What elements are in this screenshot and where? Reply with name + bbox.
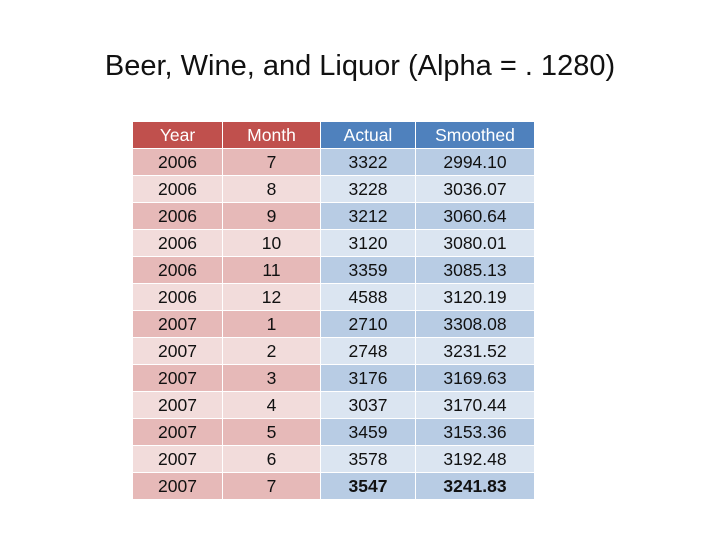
- cell-month: 3: [222, 364, 321, 392]
- cell-year: 2007: [132, 310, 223, 338]
- cell-month: 10: [222, 229, 321, 257]
- cell-month: 1: [222, 310, 321, 338]
- header-month: Month: [222, 121, 321, 149]
- cell-smoothed: 3170.44: [415, 391, 535, 419]
- table-row: 2007 5 3459 3153.36: [132, 418, 535, 446]
- cell-year: 2007: [132, 391, 223, 419]
- cell-smoothed: 2994.10: [415, 148, 535, 176]
- cell-smoothed: 3080.01: [415, 229, 535, 257]
- table-row: 2007 1 2710 3308.08: [132, 310, 535, 338]
- cell-smoothed: 3085.13: [415, 256, 535, 284]
- cell-actual: 3176: [320, 364, 416, 392]
- cell-actual: 2748: [320, 337, 416, 365]
- cell-month: 6: [222, 445, 321, 473]
- cell-year: 2006: [132, 202, 223, 230]
- cell-smoothed: 3153.36: [415, 418, 535, 446]
- cell-actual: 3212: [320, 202, 416, 230]
- table-row: 2006 8 3228 3036.07: [132, 175, 535, 203]
- cell-actual: 3120: [320, 229, 416, 257]
- cell-year: 2006: [132, 229, 223, 257]
- table-row: 2006 10 3120 3080.01: [132, 229, 535, 257]
- table-row: 2007 2 2748 3231.52: [132, 337, 535, 365]
- cell-year: 2007: [132, 364, 223, 392]
- cell-year: 2006: [132, 256, 223, 284]
- cell-year: 2006: [132, 283, 223, 311]
- cell-actual: 3359: [320, 256, 416, 284]
- cell-actual: 3037: [320, 391, 416, 419]
- cell-month: 12: [222, 283, 321, 311]
- cell-month: 2: [222, 337, 321, 365]
- cell-actual: 3228: [320, 175, 416, 203]
- cell-smoothed: 3241.83: [415, 472, 535, 500]
- table-row: 2006 12 4588 3120.19: [132, 283, 535, 311]
- data-table: Year Month Actual Smoothed 2006 7 3322 2994…: [132, 121, 535, 500]
- cell-actual: 3547: [320, 472, 416, 500]
- cell-actual: 4588: [320, 283, 416, 311]
- cell-smoothed: 3192.48: [415, 445, 535, 473]
- table-row: 2007 3 3176 3169.63: [132, 364, 535, 392]
- cell-year: 2006: [132, 148, 223, 176]
- table-row: 2007 4 3037 3170.44: [132, 391, 535, 419]
- cell-month: 11: [222, 256, 321, 284]
- cell-smoothed: 3231.52: [415, 337, 535, 365]
- cell-smoothed: 3120.19: [415, 283, 535, 311]
- cell-year: 2007: [132, 445, 223, 473]
- cell-month: 8: [222, 175, 321, 203]
- cell-smoothed: 3169.63: [415, 364, 535, 392]
- table-row: 2007 7 3547 3241.83: [132, 472, 535, 500]
- cell-actual: 3459: [320, 418, 416, 446]
- cell-year: 2007: [132, 418, 223, 446]
- cell-month: 4: [222, 391, 321, 419]
- cell-actual: 3322: [320, 148, 416, 176]
- header-row: Year Month Actual Smoothed: [132, 121, 535, 149]
- cell-actual: 3578: [320, 445, 416, 473]
- slide-title: Beer, Wine, and Liquor (Alpha = . 1280): [104, 50, 616, 82]
- cell-smoothed: 3036.07: [415, 175, 535, 203]
- header-actual: Actual: [320, 121, 416, 149]
- cell-month: 7: [222, 148, 321, 176]
- cell-month: 7: [222, 472, 321, 500]
- cell-month: 5: [222, 418, 321, 446]
- cell-year: 2007: [132, 337, 223, 365]
- cell-year: 2007: [132, 472, 223, 500]
- header-smoothed: Smoothed: [415, 121, 535, 149]
- cell-smoothed: 3060.64: [415, 202, 535, 230]
- header-year: Year: [132, 121, 223, 149]
- cell-year: 2006: [132, 175, 223, 203]
- table-row: 2006 9 3212 3060.64: [132, 202, 535, 230]
- table-row: 2006 7 3322 2994.10: [132, 148, 535, 176]
- table-row: 2007 6 3578 3192.48: [132, 445, 535, 473]
- table-row: 2006 11 3359 3085.13: [132, 256, 535, 284]
- cell-actual: 2710: [320, 310, 416, 338]
- cell-smoothed: 3308.08: [415, 310, 535, 338]
- cell-month: 9: [222, 202, 321, 230]
